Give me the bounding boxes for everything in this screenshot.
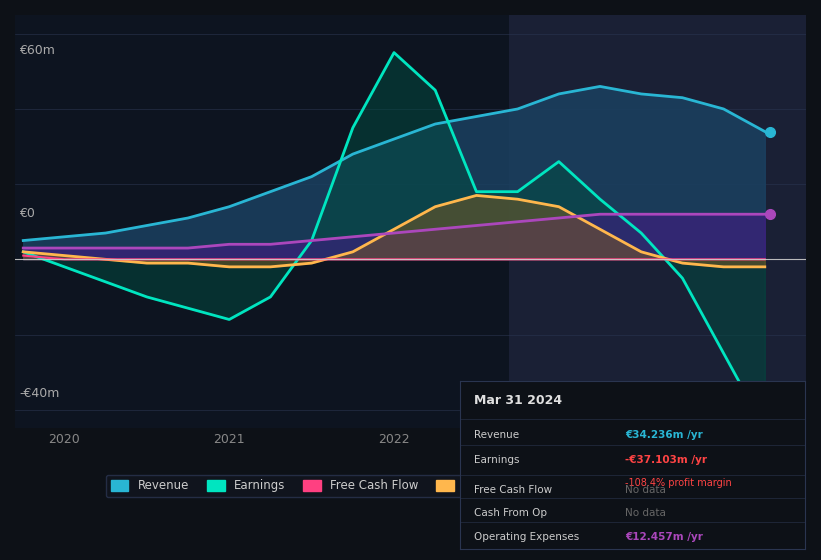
Text: €12.457m /yr: €12.457m /yr [626, 532, 703, 542]
Text: Revenue: Revenue [474, 430, 519, 440]
Text: Free Cash Flow: Free Cash Flow [474, 485, 552, 495]
Text: -€37.103m /yr: -€37.103m /yr [626, 455, 707, 465]
Text: Operating Expenses: Operating Expenses [474, 532, 579, 542]
Text: €34.236m /yr: €34.236m /yr [626, 430, 703, 440]
Text: -€40m: -€40m [19, 386, 59, 399]
Bar [509, 15, 806, 428]
Text: No data: No data [626, 485, 666, 495]
Text: Cash From Op: Cash From Op [474, 508, 547, 519]
Text: -108.4% profit margin: -108.4% profit margin [626, 478, 732, 488]
Text: €0: €0 [19, 207, 34, 220]
Text: No data: No data [626, 508, 666, 519]
Text: Mar 31 2024: Mar 31 2024 [474, 394, 562, 407]
Legend: Revenue, Earnings, Free Cash Flow, Cash From Op, Operating Expenses: Revenue, Earnings, Free Cash Flow, Cash … [106, 474, 715, 497]
Text: Earnings: Earnings [474, 455, 519, 465]
Text: €60m: €60m [19, 44, 55, 57]
